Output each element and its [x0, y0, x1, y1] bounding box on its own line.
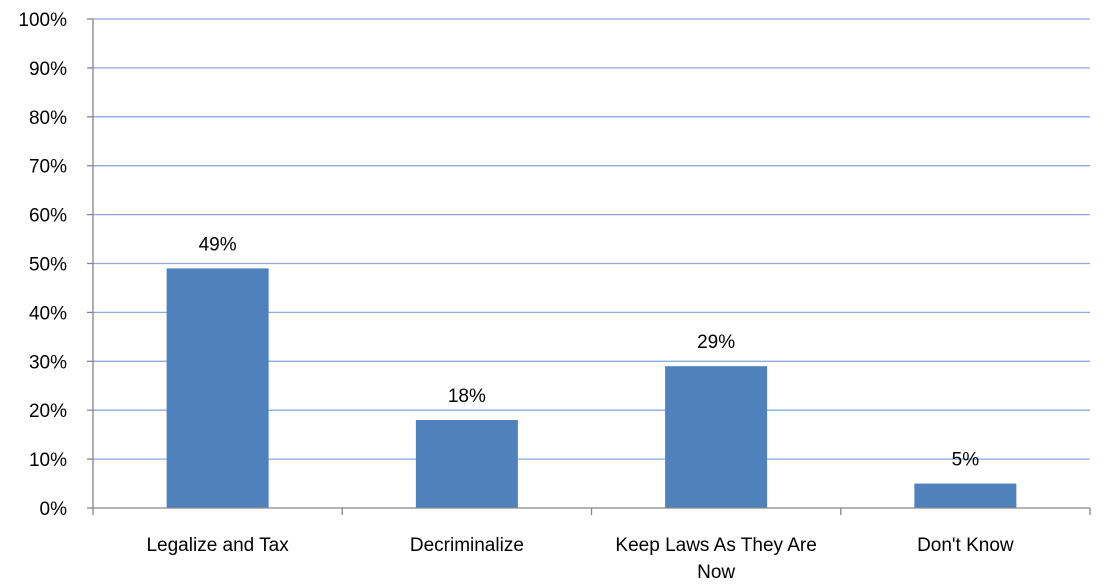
- y-tick-label: 60%: [29, 206, 67, 227]
- data-label: 18%: [448, 386, 486, 407]
- y-tick-label: 70%: [29, 157, 67, 178]
- data-labels: 49% 18% 29% 5%: [199, 234, 980, 470]
- y-tick-label: 0%: [40, 499, 68, 520]
- category-label: Legalize and Tax: [146, 535, 289, 556]
- bar: [914, 483, 1017, 508]
- y-tick-label: 100%: [18, 10, 67, 31]
- y-tick-label: 10%: [29, 450, 67, 471]
- bars: [166, 268, 1017, 508]
- bar: [166, 268, 269, 508]
- data-label: 5%: [952, 450, 980, 471]
- data-label: 29%: [697, 332, 735, 353]
- data-label: 49%: [199, 234, 237, 255]
- category-label: Don't Know: [917, 535, 1014, 556]
- y-tick-labels: 0% 10% 20% 30% 40% 50% 60% 70% 80% 90% 100%: [18, 10, 67, 520]
- y-tick-label: 50%: [29, 255, 67, 276]
- bar: [665, 366, 768, 508]
- bar: [415, 419, 518, 508]
- y-tick-label: 20%: [29, 401, 67, 422]
- category-label: Decriminalize: [410, 535, 524, 556]
- y-tick-label: 90%: [29, 59, 67, 80]
- category-label: Keep Laws As They Are: [615, 535, 816, 556]
- x-category-labels: Legalize and Tax Decriminalize Keep Laws A…: [146, 535, 1013, 583]
- category-label: Now: [697, 562, 735, 583]
- y-tick-label: 40%: [29, 303, 67, 324]
- y-tick-label: 30%: [29, 352, 67, 373]
- axes: [87, 18, 1091, 515]
- y-tick-label: 80%: [29, 108, 67, 129]
